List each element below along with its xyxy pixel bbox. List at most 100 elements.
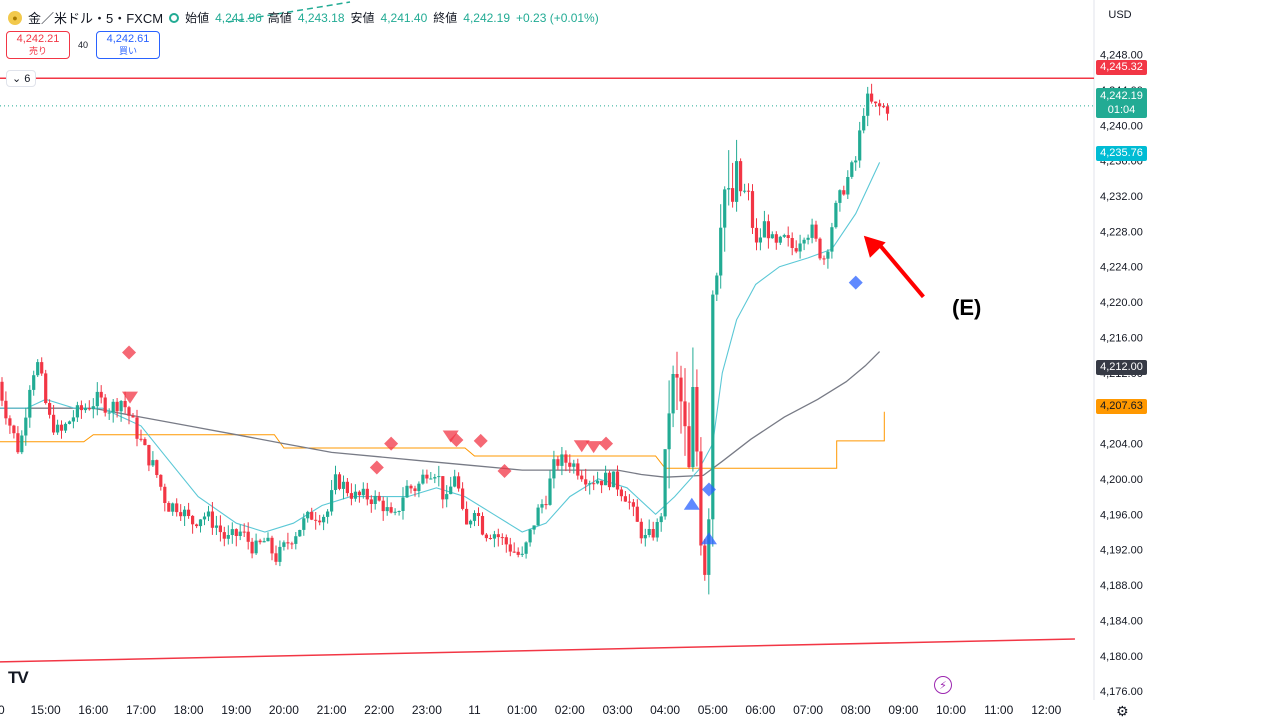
candle-body	[409, 485, 413, 489]
candle-body	[703, 545, 707, 575]
buy-button[interactable]: 4,242.61 買い	[96, 31, 161, 59]
candle-body	[655, 522, 659, 538]
candle-body	[552, 459, 556, 479]
candle-body	[155, 460, 159, 475]
bar-countdown: 01:04	[1107, 104, 1136, 116]
candle-body	[266, 537, 270, 542]
candle-body	[413, 488, 417, 491]
candle-body	[723, 189, 727, 228]
y-tick-label: 4,216.00	[1100, 333, 1143, 345]
candle-body	[135, 417, 139, 439]
tradingview-logo[interactable]: TV	[8, 668, 29, 687]
spread-value: 40	[78, 40, 89, 50]
x-tick-label: 19:00	[221, 703, 251, 717]
x-tick-label: 18:00	[174, 703, 204, 717]
candle-body	[806, 237, 810, 240]
candle-body	[246, 531, 250, 542]
candle-body	[226, 535, 230, 539]
candle-body	[210, 511, 214, 528]
candle-body	[83, 408, 87, 411]
candle-body	[330, 490, 334, 512]
x-tick-label: 17:00	[126, 703, 156, 717]
candle-body	[798, 243, 802, 252]
candle-body	[746, 190, 751, 192]
x-tick-label: 07:00	[793, 703, 823, 717]
indicators-count: 6	[24, 73, 31, 85]
change-value: +0.23 (+0.01%)	[516, 10, 599, 25]
settings-gear-icon[interactable]: ⚙	[1116, 703, 1129, 719]
candle-body	[572, 463, 576, 467]
candle-body	[766, 221, 770, 239]
candle-body	[16, 433, 20, 453]
x-tick-label: 06:00	[745, 703, 775, 717]
lightning-icon[interactable]: ⚡	[934, 676, 952, 694]
candle-body	[480, 516, 485, 535]
candle-body	[159, 474, 163, 487]
candle-body	[28, 389, 32, 418]
candle-body	[774, 234, 778, 243]
candle-body	[834, 202, 838, 228]
candle-body	[472, 513, 477, 521]
candle-body	[286, 542, 290, 544]
candle-body	[588, 483, 592, 485]
x-tick-label: 05:00	[698, 703, 728, 717]
fast-ma-price-tag: 4,235.76	[1096, 146, 1147, 161]
candle-body	[441, 476, 445, 500]
candle-body	[12, 425, 16, 434]
candle-body	[294, 536, 298, 544]
crosshair-price-tag: 4,212.00	[1096, 360, 1147, 375]
candle-body	[814, 224, 818, 239]
candle-body	[67, 421, 72, 424]
candle-body	[699, 451, 703, 546]
candle-body	[107, 412, 111, 414]
candle-body	[711, 294, 715, 520]
indicators-toggle-button[interactable]: ⌄ 6	[6, 70, 37, 87]
candle-body	[512, 551, 516, 553]
gold-coin-icon: ●	[8, 10, 22, 25]
x-tick-label: 09:00	[888, 703, 918, 717]
candle-body	[560, 454, 564, 466]
candle-body	[607, 472, 612, 488]
candle-body	[584, 479, 588, 485]
candle-body	[242, 531, 246, 533]
candle-body	[71, 417, 75, 422]
candle-body	[822, 258, 826, 260]
candle-body	[762, 221, 766, 238]
buy-price: 4,242.61	[106, 33, 150, 45]
candle-body	[52, 414, 56, 433]
candle-body	[262, 541, 266, 543]
sell-price: 4,242.21	[16, 33, 60, 45]
candle-body	[461, 488, 465, 509]
close-value: 4,242.19	[463, 10, 510, 25]
last-price: 4,242.19	[1100, 90, 1143, 102]
symbol-header: ● 金／米ドル・5・FXCM 始値 4,241.96 高値 4,243.18 安値 4…	[8, 8, 599, 27]
x-tick-label: 11:00	[984, 703, 1013, 717]
candle-body	[540, 504, 544, 508]
candle-body	[306, 511, 310, 519]
candle-body	[885, 106, 890, 114]
candle-body	[44, 373, 48, 403]
candle-body	[862, 115, 866, 131]
candle-body	[349, 493, 353, 499]
candle-body	[314, 519, 318, 521]
candle-body	[536, 507, 540, 526]
y-tick-label: 4,196.00	[1100, 509, 1143, 521]
candle-body	[127, 407, 131, 416]
candle-body	[453, 476, 457, 487]
candle-body	[810, 224, 814, 238]
candle-body	[326, 511, 330, 517]
symbol-name[interactable]: 金／米ドル・5・FXCM	[28, 11, 164, 26]
candle-body	[361, 488, 365, 496]
candle-body	[369, 499, 373, 504]
candle-body	[476, 513, 481, 516]
sell-button[interactable]: 4,242.21 売り	[6, 31, 70, 59]
candle-body	[600, 480, 604, 486]
candle-body	[786, 235, 790, 238]
candle-body	[635, 506, 639, 522]
candle-body	[866, 93, 870, 116]
candle-body	[858, 130, 862, 161]
signal-diamond	[848, 275, 863, 290]
currency-selector[interactable]: USD	[1108, 9, 1132, 21]
candle-body	[0, 381, 4, 401]
